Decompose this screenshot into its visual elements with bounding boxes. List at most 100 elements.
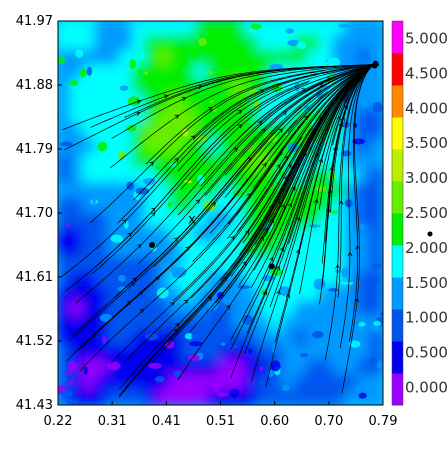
field-cell bbox=[182, 64, 197, 82]
field-cell bbox=[132, 344, 147, 362]
field-speckle bbox=[281, 384, 290, 391]
field-speckle bbox=[352, 138, 366, 145]
streamline-arrow bbox=[318, 158, 323, 163]
field-speckle bbox=[79, 68, 87, 78]
field-cell bbox=[107, 182, 122, 200]
streamline bbox=[230, 70, 366, 349]
field-cell bbox=[107, 197, 122, 214]
field-cell bbox=[207, 167, 222, 185]
field-cell bbox=[132, 315, 147, 333]
field-speckle bbox=[335, 269, 341, 274]
field-cell bbox=[357, 330, 372, 347]
field-cell bbox=[332, 21, 347, 37]
field-cell bbox=[144, 285, 159, 303]
field-cell bbox=[132, 34, 147, 52]
field-cell bbox=[132, 374, 147, 392]
colorbar-label: 4.500 bbox=[405, 64, 448, 82]
field-cell bbox=[144, 197, 159, 214]
field-speckle bbox=[360, 101, 370, 107]
field-speckle bbox=[119, 85, 129, 91]
field-cell bbox=[119, 226, 134, 244]
field-speckle bbox=[212, 89, 224, 100]
field-cell bbox=[232, 285, 247, 303]
colorbar-label: 0.000 bbox=[405, 379, 448, 397]
field-cell bbox=[369, 182, 383, 200]
streamline-arrow bbox=[132, 277, 138, 282]
field-cell bbox=[82, 374, 97, 392]
streamline-arrow bbox=[347, 251, 353, 257]
field-cell bbox=[294, 285, 309, 303]
field-cell bbox=[157, 389, 172, 405]
colorbar-label: 1.000 bbox=[405, 309, 448, 327]
field-cell bbox=[282, 212, 297, 229]
field-cell bbox=[82, 167, 97, 185]
field-cell bbox=[219, 359, 234, 377]
field-cell bbox=[357, 34, 372, 52]
y-axis: 41.43 41.52 41.61 41.70 41.79 41.88 41.97 bbox=[16, 14, 62, 413]
field-cell bbox=[294, 344, 309, 362]
colorbar-swatch bbox=[392, 213, 403, 246]
field-speckle bbox=[372, 102, 383, 113]
field-cell bbox=[219, 182, 234, 200]
field-cell bbox=[69, 64, 84, 82]
field-cell bbox=[157, 300, 172, 318]
field-speckle bbox=[106, 361, 121, 371]
field-speckle bbox=[102, 334, 107, 345]
streamline-arrow bbox=[211, 201, 216, 207]
field-cell bbox=[344, 21, 359, 37]
field-cell bbox=[207, 34, 222, 52]
field-cell bbox=[169, 64, 184, 82]
field-cell bbox=[319, 241, 334, 259]
scalar-speckles bbox=[58, 23, 383, 405]
field-cell bbox=[94, 79, 109, 96]
field-cell bbox=[344, 389, 359, 405]
field-cell bbox=[157, 108, 172, 126]
field-cell bbox=[157, 49, 172, 67]
field-cell bbox=[82, 152, 97, 170]
field-cell bbox=[294, 315, 309, 333]
field-cell bbox=[357, 152, 372, 170]
field-cell bbox=[282, 315, 297, 333]
x-tick-label: 0.79 bbox=[369, 414, 398, 429]
field-cell bbox=[307, 389, 322, 405]
streamline-arrow bbox=[151, 212, 156, 217]
field-cell bbox=[107, 344, 122, 362]
field-speckle bbox=[272, 343, 277, 354]
field-cell bbox=[294, 49, 309, 67]
field-cell bbox=[369, 49, 383, 67]
streamline-arrow bbox=[181, 96, 187, 102]
field-speckle bbox=[188, 354, 200, 362]
field-speckle bbox=[198, 37, 207, 47]
y-tick-label: 41.70 bbox=[16, 206, 53, 221]
field-cell bbox=[269, 49, 284, 67]
field-cell bbox=[169, 344, 184, 362]
field-cell bbox=[194, 93, 209, 111]
field-speckle bbox=[191, 331, 205, 342]
field-cell bbox=[157, 64, 172, 82]
field-speckle bbox=[83, 366, 88, 375]
field-cell bbox=[357, 167, 372, 185]
field-cell bbox=[257, 182, 272, 200]
field-cell bbox=[369, 21, 383, 37]
field-speckle bbox=[285, 28, 295, 34]
field-cell bbox=[307, 344, 322, 362]
field-speckle bbox=[110, 234, 124, 243]
field-cell bbox=[144, 79, 159, 96]
field-cell bbox=[182, 389, 197, 405]
field-cell bbox=[169, 21, 184, 37]
field-speckle bbox=[86, 66, 93, 76]
streamline bbox=[110, 136, 303, 364]
streamline-arrow bbox=[268, 205, 273, 210]
field-cell bbox=[307, 21, 322, 37]
field-cell bbox=[344, 49, 359, 67]
streamline-arrow bbox=[170, 301, 175, 307]
field-cell bbox=[169, 138, 184, 155]
field-cell bbox=[257, 389, 272, 405]
field-cell bbox=[269, 34, 284, 52]
field-cell bbox=[282, 256, 297, 274]
streamline bbox=[190, 64, 375, 299]
field-speckle bbox=[358, 322, 366, 327]
field-speckle bbox=[126, 125, 137, 132]
field-cell bbox=[219, 212, 234, 229]
field-speckle bbox=[90, 243, 103, 250]
